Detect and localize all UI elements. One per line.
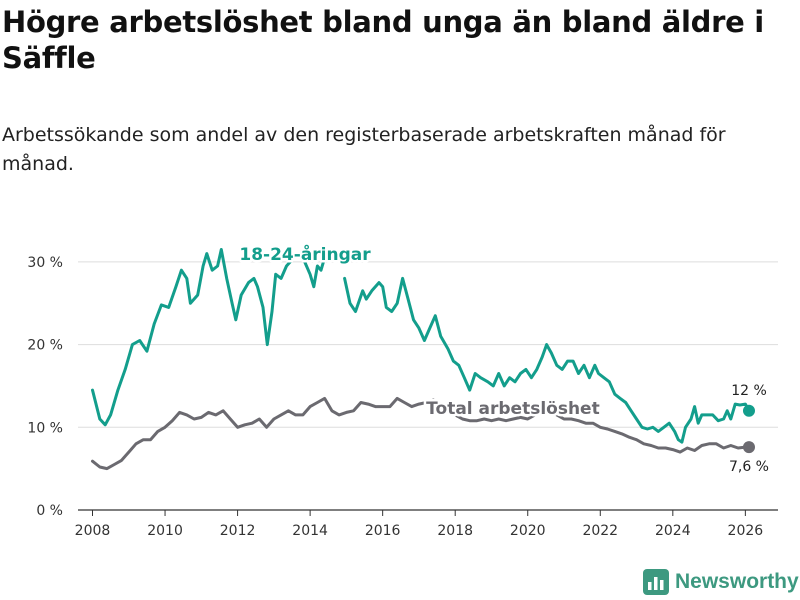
series-line-youth bbox=[343, 276, 751, 444]
chart-title: Högre arbetslöshet bland unga än bland ä… bbox=[2, 5, 764, 75]
end-value-label-total: 7,6 % bbox=[729, 459, 769, 475]
end-value-label-youth: 12 % bbox=[731, 383, 767, 399]
series-endpoint-youth bbox=[742, 404, 755, 417]
x-tick-label: 2026 bbox=[728, 523, 764, 539]
logo-text: Newsworthy bbox=[675, 570, 799, 593]
chart-subtitle: Arbetssökande som andel av den registerb… bbox=[2, 124, 726, 175]
x-tick-label: 2008 bbox=[75, 523, 111, 539]
series-endpoint-total bbox=[742, 441, 755, 454]
x-tick-label: 2024 bbox=[655, 523, 691, 539]
y-tick-label: 10 % bbox=[27, 420, 63, 436]
newsworthy-logo[interactable]: Newsworthy bbox=[643, 566, 799, 598]
y-tick-label: 20 % bbox=[27, 338, 63, 354]
x-tick-label: 2014 bbox=[292, 523, 328, 539]
series-line-youth bbox=[303, 256, 327, 289]
x-tick-label: 2022 bbox=[582, 523, 618, 539]
y-tick-label: 0 % bbox=[36, 503, 63, 519]
bar-chart-icon bbox=[643, 569, 669, 595]
x-tick-label: 2012 bbox=[220, 523, 256, 539]
annotation-youth-label: 18-24-åringar bbox=[239, 243, 371, 265]
y-tick-label: 30 % bbox=[27, 255, 63, 271]
series-line-youth bbox=[91, 248, 292, 427]
x-tick-label: 2010 bbox=[147, 523, 183, 539]
x-tick-label: 2020 bbox=[510, 523, 546, 539]
annotation-total-label: Total arbetslöshet bbox=[426, 399, 600, 419]
series-line-total bbox=[91, 396, 751, 471]
x-tick-label: 2018 bbox=[437, 523, 473, 539]
x-tick-label: 2016 bbox=[365, 523, 401, 539]
